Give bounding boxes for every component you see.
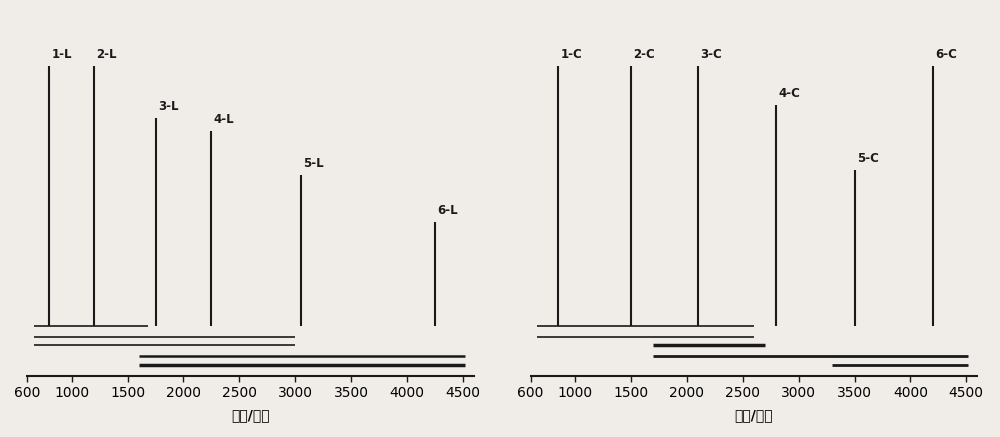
- Text: 5-C: 5-C: [857, 152, 879, 165]
- X-axis label: 质量/电荷: 质量/电荷: [231, 409, 270, 423]
- Text: 6-L: 6-L: [437, 204, 458, 217]
- Text: 3-C: 3-C: [700, 48, 722, 61]
- Text: 2-C: 2-C: [633, 48, 655, 61]
- Text: 1-L: 1-L: [52, 48, 72, 61]
- Text: 4-C: 4-C: [779, 87, 800, 100]
- Text: 1-C: 1-C: [561, 48, 582, 61]
- Text: 3-L: 3-L: [158, 100, 178, 113]
- Text: 2-L: 2-L: [96, 48, 117, 61]
- Text: 5-L: 5-L: [303, 157, 324, 170]
- X-axis label: 质量/电荷: 质量/电荷: [735, 409, 773, 423]
- Text: 4-L: 4-L: [214, 113, 234, 126]
- Text: 6-C: 6-C: [935, 48, 957, 61]
